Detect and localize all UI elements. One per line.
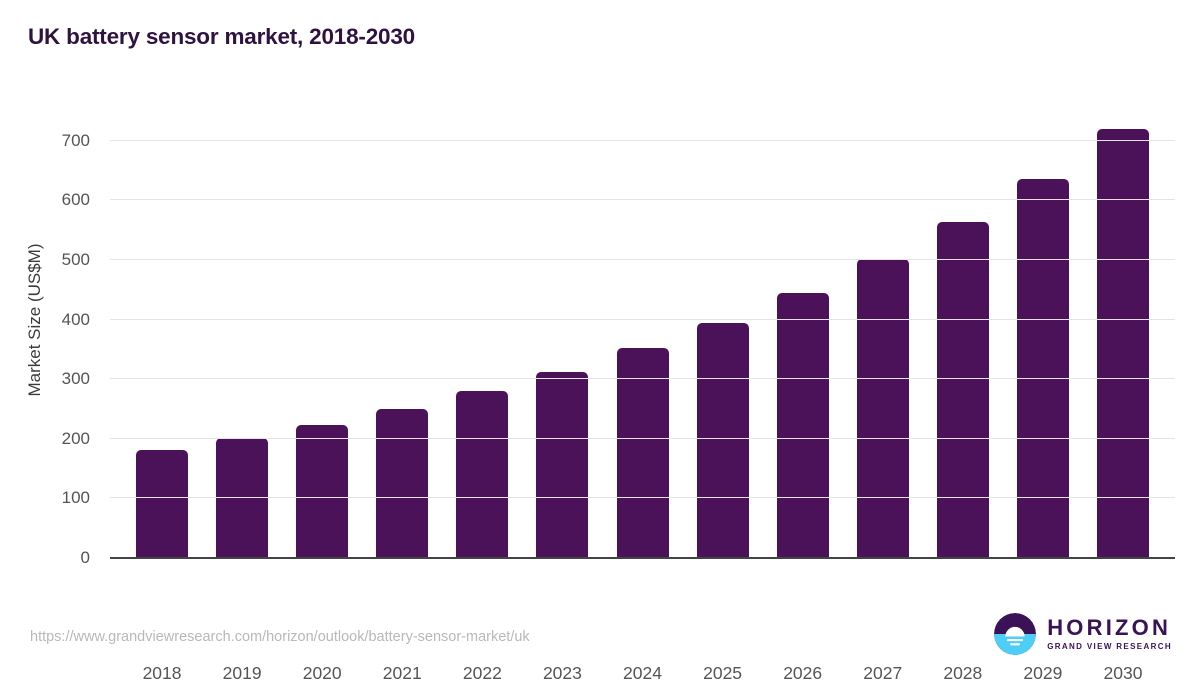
x-axis-tick-labels: 2018 2019 2020 2021 2022 2023 2024 2025 2026 2027…	[110, 663, 1175, 684]
y-axis-tick-label: 600	[61, 190, 90, 210]
gridline	[110, 259, 1175, 261]
y-axis-tick-label: 300	[61, 369, 90, 389]
bar-slot	[923, 122, 1003, 557]
x-axis-tick-label: 2022	[462, 663, 502, 683]
logo-text: HORIZON GRAND VIEW RESEARCH	[1047, 617, 1172, 651]
bar-slot	[362, 122, 442, 557]
bar[interactable]	[296, 424, 349, 557]
gridline	[110, 437, 1175, 439]
logo-subtitle: GRAND VIEW RESEARCH	[1047, 642, 1172, 651]
bar-slot	[122, 122, 202, 557]
x-axis-tick-label: 2026	[783, 663, 823, 683]
bar-slot	[1003, 122, 1083, 557]
gridline	[110, 497, 1175, 499]
logo-wordmark: HORIZON	[1047, 615, 1172, 640]
x-axis-tick-label: 2019	[222, 663, 262, 683]
grid-area: 0 100 200 300 400 500 600 700	[62, 122, 1175, 567]
source-url[interactable]: https://www.grandviewresearch.com/horizo…	[30, 629, 530, 645]
x-axis-tick-label: 2025	[703, 663, 743, 683]
bar-slot	[1083, 122, 1163, 557]
bar[interactable]	[776, 293, 829, 557]
x-axis-tick-label: 2018	[142, 663, 182, 683]
gridline	[110, 199, 1175, 201]
gridline	[110, 139, 1175, 141]
gridline	[110, 378, 1175, 380]
bar[interactable]	[856, 259, 909, 557]
bar-slot	[282, 122, 362, 557]
x-axis-tick-label: 2021	[382, 663, 422, 683]
x-axis-tick-label: 2020	[302, 663, 342, 683]
x-axis-tick-label: 2023	[542, 663, 582, 683]
bar-slot	[442, 122, 522, 557]
y-axis-tick-label: 100	[61, 488, 90, 508]
bar[interactable]	[696, 322, 749, 557]
bar-slot	[683, 122, 763, 557]
bar[interactable]	[936, 222, 989, 557]
bar[interactable]	[616, 348, 669, 557]
plot-area: Market Size (US$M) 0 100 200 300 400 500 600 70…	[0, 100, 1200, 683]
bar[interactable]	[1016, 178, 1069, 557]
bar-slot	[522, 122, 602, 557]
y-axis-tick-label: 500	[61, 250, 90, 270]
y-axis-tick-label: 400	[61, 309, 90, 329]
horizon-sunrise-circle-icon	[994, 613, 1037, 655]
horizon-logo: HORIZON GRAND VIEW RESEARCH	[994, 613, 1172, 655]
x-axis-tick-label: 2024	[623, 663, 662, 683]
gridline	[110, 318, 1175, 320]
bar-slot	[602, 122, 682, 557]
y-axis-tick-label: 700	[61, 130, 90, 150]
x-axis-tick-label: 2030	[1103, 663, 1143, 683]
bar-slot	[202, 122, 282, 557]
bar[interactable]	[376, 409, 429, 557]
bar[interactable]	[456, 391, 509, 557]
x-axis-tick-label: 2028	[943, 663, 983, 683]
bar-slot	[843, 122, 923, 557]
x-axis-tick-label: 2027	[863, 663, 903, 683]
bar-series	[110, 122, 1175, 557]
page-title: UK battery sensor market, 2018-2030	[28, 24, 415, 49]
x-axis-tick-label: 2029	[1023, 663, 1063, 683]
x-axis-line	[110, 557, 1175, 559]
bar-slot	[763, 122, 843, 557]
y-axis-tick-label: 0	[80, 548, 90, 567]
bar[interactable]	[536, 371, 589, 557]
y-axis-tick-label: 200	[61, 428, 90, 448]
bar[interactable]	[136, 449, 189, 557]
bar[interactable]	[1096, 128, 1149, 557]
